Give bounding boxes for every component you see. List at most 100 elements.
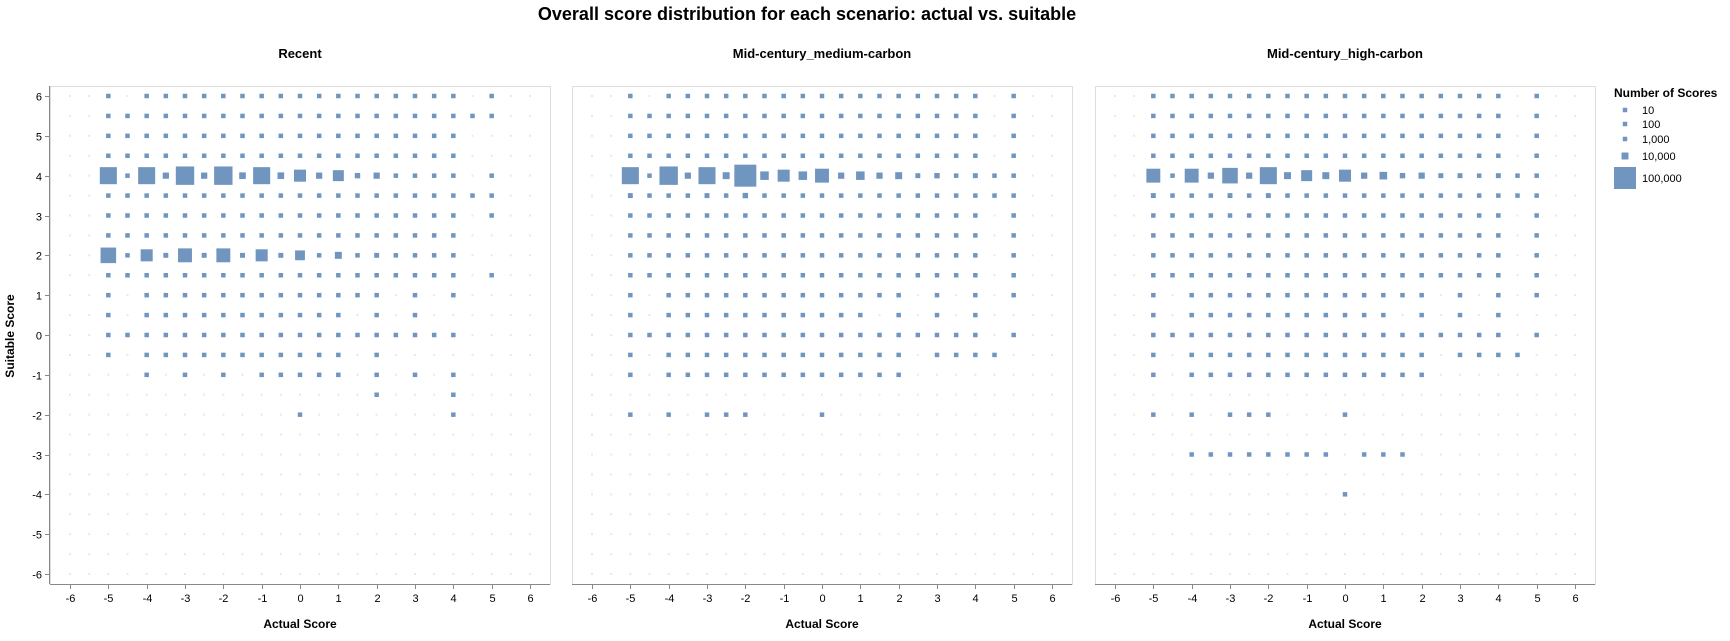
data-square: Mid-century_high-carbon: actual 3, suita… <box>1457 193 1463 198</box>
empty-bin-dot <box>203 493 206 496</box>
empty-bin-dot <box>1497 473 1500 476</box>
empty-bin-dot <box>1382 533 1385 536</box>
data-square: Mid-century_medium-carbon: actual 4, sui… <box>973 93 978 99</box>
data-square: Mid-century_high-carbon: actual -2, suit… <box>1266 93 1271 99</box>
data-square: Recent: actual -3, suitable 2 — 40000 <box>178 248 192 263</box>
data-square: Mid-century_high-carbon: actual -3.5, su… <box>1208 312 1214 318</box>
empty-bin-dot <box>88 314 91 317</box>
empty-bin-dot <box>782 533 785 536</box>
data-square: Mid-century_high-carbon: actual 5, suita… <box>1534 213 1539 218</box>
data-square: Mid-century_medium-carbon: actual -5, su… <box>621 167 639 185</box>
data-square: Mid-century_high-carbon: actual 1, suita… <box>1381 312 1386 318</box>
empty-bin-dot <box>1516 95 1519 97</box>
x-tick-label: -4 <box>1188 593 1198 605</box>
data-square: Mid-century_medium-carbon: actual -1, su… <box>781 193 786 198</box>
empty-bin-dot <box>993 573 996 575</box>
data-square: Mid-century_medium-carbon: actual 0, sui… <box>819 273 825 278</box>
empty-bin-dot <box>471 214 474 217</box>
empty-bin-dot <box>782 473 785 476</box>
empty-bin-dot <box>318 453 321 456</box>
data-square: Mid-century_medium-carbon: actual 5, sui… <box>1011 133 1016 139</box>
empty-bin-dot <box>1012 433 1015 436</box>
empty-bin-dot <box>471 154 474 157</box>
empty-bin-dot <box>878 393 881 396</box>
data-square: Recent: actual 0, suitable 0.5 — 300 <box>297 312 303 318</box>
data-square: Mid-century_high-carbon: actual -2.5, su… <box>1246 172 1253 179</box>
empty-bin-dot <box>629 453 632 456</box>
empty-bin-dot <box>955 433 958 436</box>
empty-bin-dot <box>1051 274 1053 277</box>
x-tick-label: -6 <box>588 593 598 605</box>
data-square: Mid-century_high-carbon: actual -5, suit… <box>1151 312 1156 318</box>
empty-bin-dot <box>1267 433 1270 436</box>
data-square: Mid-century_medium-carbon: actual -3.5, … <box>685 213 691 218</box>
empty-bin-dot <box>88 573 91 575</box>
empty-bin-dot <box>337 553 340 556</box>
data-square: Mid-century_medium-carbon: actual -2, su… <box>743 372 748 378</box>
empty-bin-dot <box>1344 453 1346 456</box>
data-square: Mid-century_high-carbon: actual -2.5, su… <box>1246 312 1252 318</box>
empty-bin-dot <box>840 453 843 456</box>
legend-title: Number of Scores <box>1614 86 1718 100</box>
data-square: Mid-century_high-carbon: actual 0.5, sui… <box>1361 193 1367 198</box>
data-square: Mid-century_medium-carbon: actual -2, su… <box>743 93 748 99</box>
data-square: Recent: actual 1, suitable 0.5 — 200 <box>336 312 341 318</box>
data-square: Mid-century_medium-carbon: actual -5, su… <box>628 312 633 318</box>
empty-bin-dot <box>222 453 225 456</box>
data-square: Mid-century_high-carbon: actual 0, suita… <box>1342 193 1348 198</box>
empty-bin-dot <box>1516 334 1519 336</box>
empty-bin-dot <box>1133 314 1136 317</box>
empty-bin-dot <box>356 314 359 317</box>
empty-bin-dot <box>433 513 436 516</box>
data-square: Recent: actual 4, suitable 1.5 — 200 <box>451 273 456 278</box>
data-square: Mid-century_high-carbon: actual 4, suita… <box>1496 113 1501 119</box>
data-square: Mid-century_high-carbon: actual -0.5, su… <box>1323 312 1329 318</box>
empty-bin-dot <box>509 513 512 516</box>
data-square: Mid-century_medium-carbon: actual -1, su… <box>781 312 786 318</box>
data-square: Mid-century_high-carbon: actual -1, suit… <box>1304 292 1309 298</box>
data-square: Recent: actual -0.5, suitable 0 — 150 <box>278 332 284 338</box>
empty-bin-dot <box>1439 553 1442 556</box>
empty-bin-dot <box>897 453 900 456</box>
empty-bin-dot <box>145 413 148 416</box>
data-square: Mid-century_high-carbon: actual -3, suit… <box>1227 273 1233 278</box>
data-square: Recent: actual -1, suitable 1 — 400 <box>259 292 264 298</box>
data-square: Mid-century_high-carbon: actual -4, suit… <box>1189 452 1194 457</box>
empty-bin-dot <box>107 553 110 556</box>
data-square: Mid-century_high-carbon: actual 1, suita… <box>1381 372 1386 378</box>
empty-bin-dot <box>1535 473 1538 476</box>
empty-bin-dot <box>1554 254 1557 257</box>
empty-bin-dot <box>859 413 862 416</box>
empty-bin-dot <box>509 433 512 436</box>
empty-bin-dot <box>184 473 186 476</box>
empty-bin-dot <box>1574 194 1576 197</box>
empty-bin-dot <box>1114 334 1116 336</box>
data-square: Mid-century_high-carbon: actual 4.5, sui… <box>1515 193 1520 198</box>
empty-bin-dot <box>1051 174 1053 177</box>
data-square: Mid-century_medium-carbon: actual -2.5, … <box>723 193 729 198</box>
data-square: Recent: actual 3, suitable 4.5 — 300 <box>412 153 418 158</box>
data-square: Mid-century_high-carbon: actual -2, suit… <box>1266 113 1271 119</box>
data-square: Mid-century_medium-carbon: actual 5, sui… <box>1011 193 1016 198</box>
data-square: Mid-century_medium-carbon: actual -4, su… <box>666 292 671 298</box>
empty-bin-dot <box>1516 573 1519 575</box>
empty-bin-dot <box>471 453 474 456</box>
empty-bin-dot <box>414 493 416 496</box>
empty-bin-dot <box>471 393 474 396</box>
empty-bin-dot <box>1031 393 1034 396</box>
data-square: Mid-century_high-carbon: actual 1.5, sui… <box>1400 193 1405 198</box>
data-square: Mid-century_medium-carbon: actual -1, su… <box>781 253 786 258</box>
empty-bin-dot <box>414 433 416 436</box>
data-square: Mid-century_high-carbon: actual -5, suit… <box>1151 372 1156 378</box>
data-square: Mid-century_high-carbon: actual 3.5, sui… <box>1476 253 1482 258</box>
data-square: Recent: actual -2, suitable 6 — 200 <box>221 93 226 99</box>
data-square: Mid-century_medium-carbon: actual 0, sui… <box>819 412 825 417</box>
data-square: Recent: actual -2, suitable 4 — 70000 <box>214 166 233 185</box>
empty-bin-dot <box>1516 373 1519 376</box>
empty-bin-dot <box>1114 294 1116 297</box>
data-square: Mid-century_medium-carbon: actual -3.5, … <box>685 292 691 298</box>
empty-bin-dot <box>667 493 670 496</box>
empty-bin-dot <box>1012 553 1015 556</box>
empty-bin-dot <box>974 393 977 396</box>
data-square: Mid-century_high-carbon: actual -3.5, su… <box>1208 253 1214 258</box>
